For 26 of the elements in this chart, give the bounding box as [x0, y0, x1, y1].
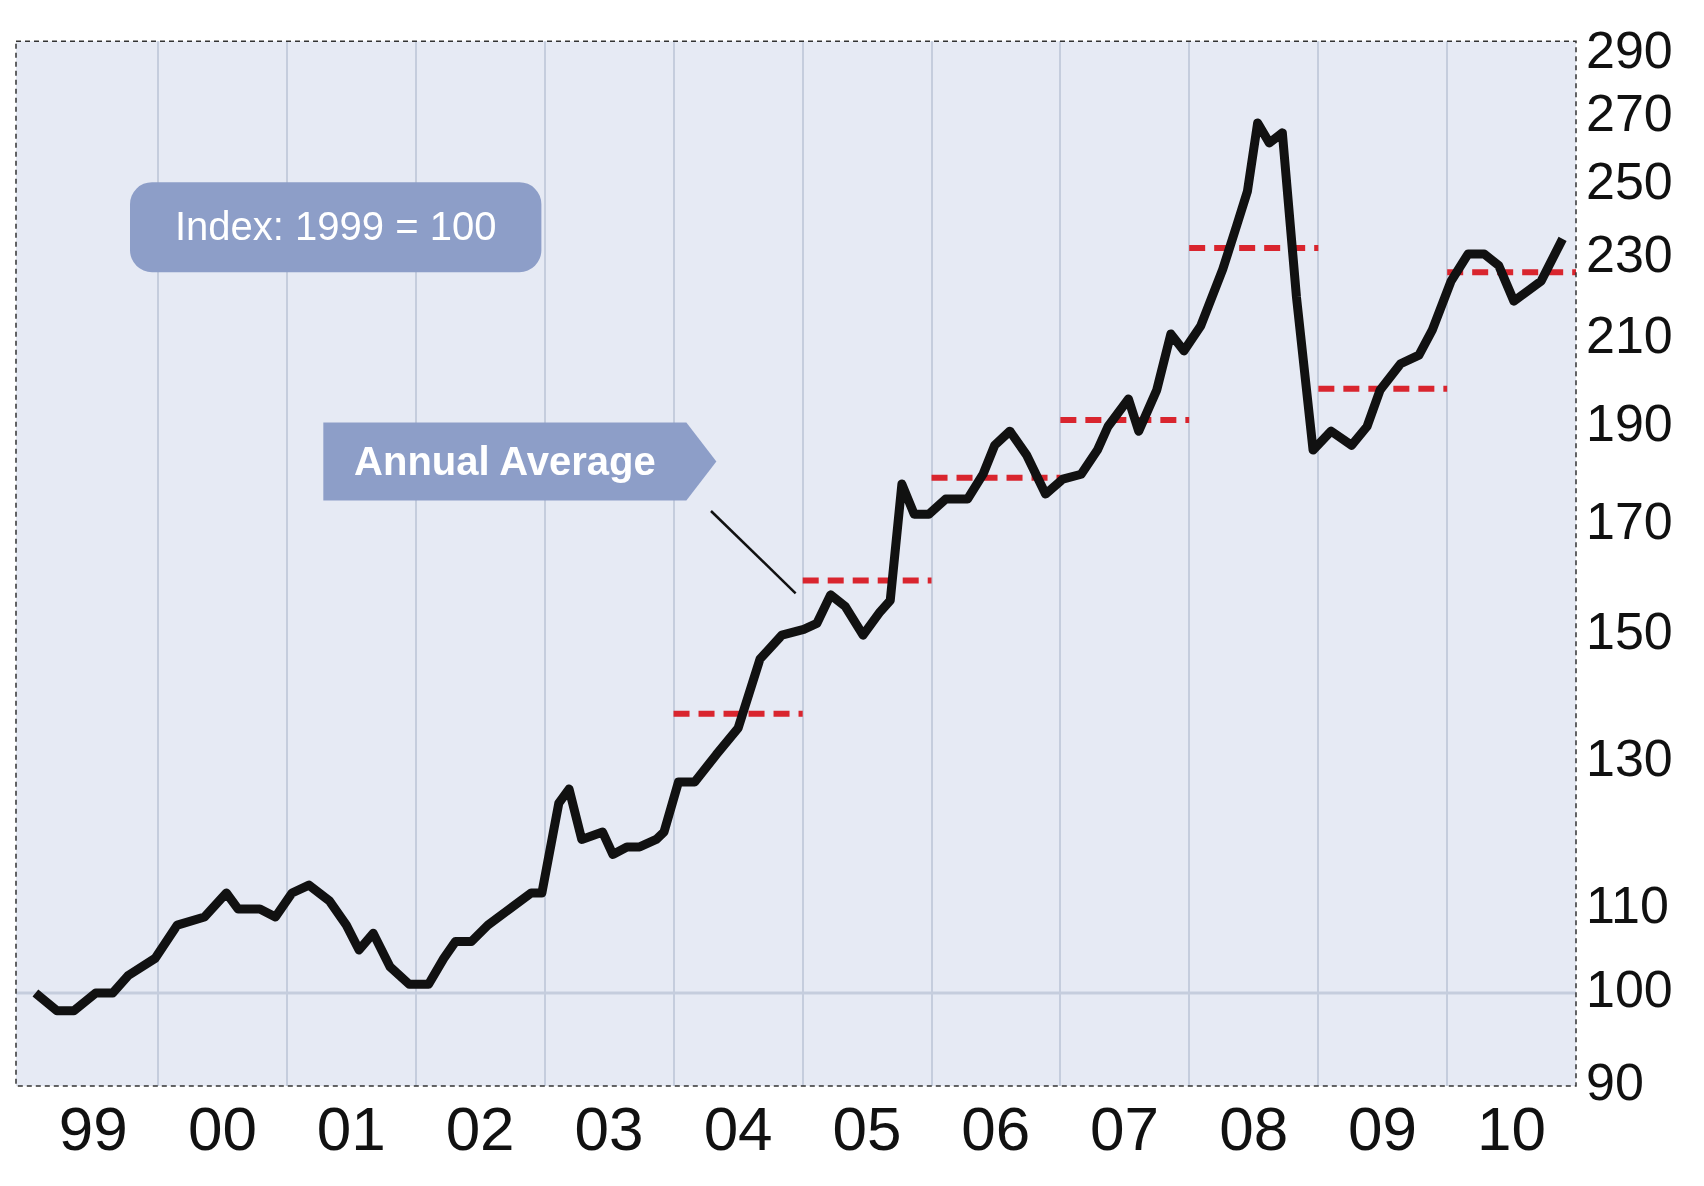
y-tick-label: 290 — [1586, 20, 1673, 79]
x-tick-label: 05 — [832, 1094, 902, 1164]
y-tick-label: 210 — [1586, 305, 1673, 364]
annotation: Annual Average — [354, 438, 656, 483]
x-tick-label: 04 — [703, 1094, 773, 1164]
x-tick-label: 07 — [1090, 1094, 1160, 1164]
y-tick-label: 270 — [1586, 83, 1673, 142]
x-tick-label: 03 — [574, 1094, 644, 1164]
annotation: Index: 1999 = 100 — [175, 204, 497, 249]
y-tick-label: 110 — [1586, 876, 1669, 935]
x-tick-label: 02 — [445, 1094, 515, 1164]
x-tick-label: 10 — [1476, 1094, 1546, 1164]
y-tick-label: 230 — [1586, 225, 1673, 284]
y-tick-label: 190 — [1586, 393, 1673, 452]
x-tick-label: 99 — [58, 1094, 128, 1164]
y-tick-label: 100 — [1586, 960, 1673, 1019]
x-tick-label: 08 — [1219, 1094, 1289, 1164]
y-tick-label: 170 — [1586, 492, 1673, 551]
x-tick-label: 06 — [961, 1094, 1031, 1164]
x-tick-label: 00 — [187, 1094, 257, 1164]
y-tick-label: 150 — [1586, 602, 1673, 661]
y-tick-label: 130 — [1586, 728, 1673, 787]
y-tick-label: 90 — [1586, 1053, 1644, 1112]
x-tick-label: 01 — [316, 1094, 386, 1164]
y-tick-label: 250 — [1586, 151, 1673, 210]
x-tick-label: 09 — [1348, 1094, 1418, 1164]
